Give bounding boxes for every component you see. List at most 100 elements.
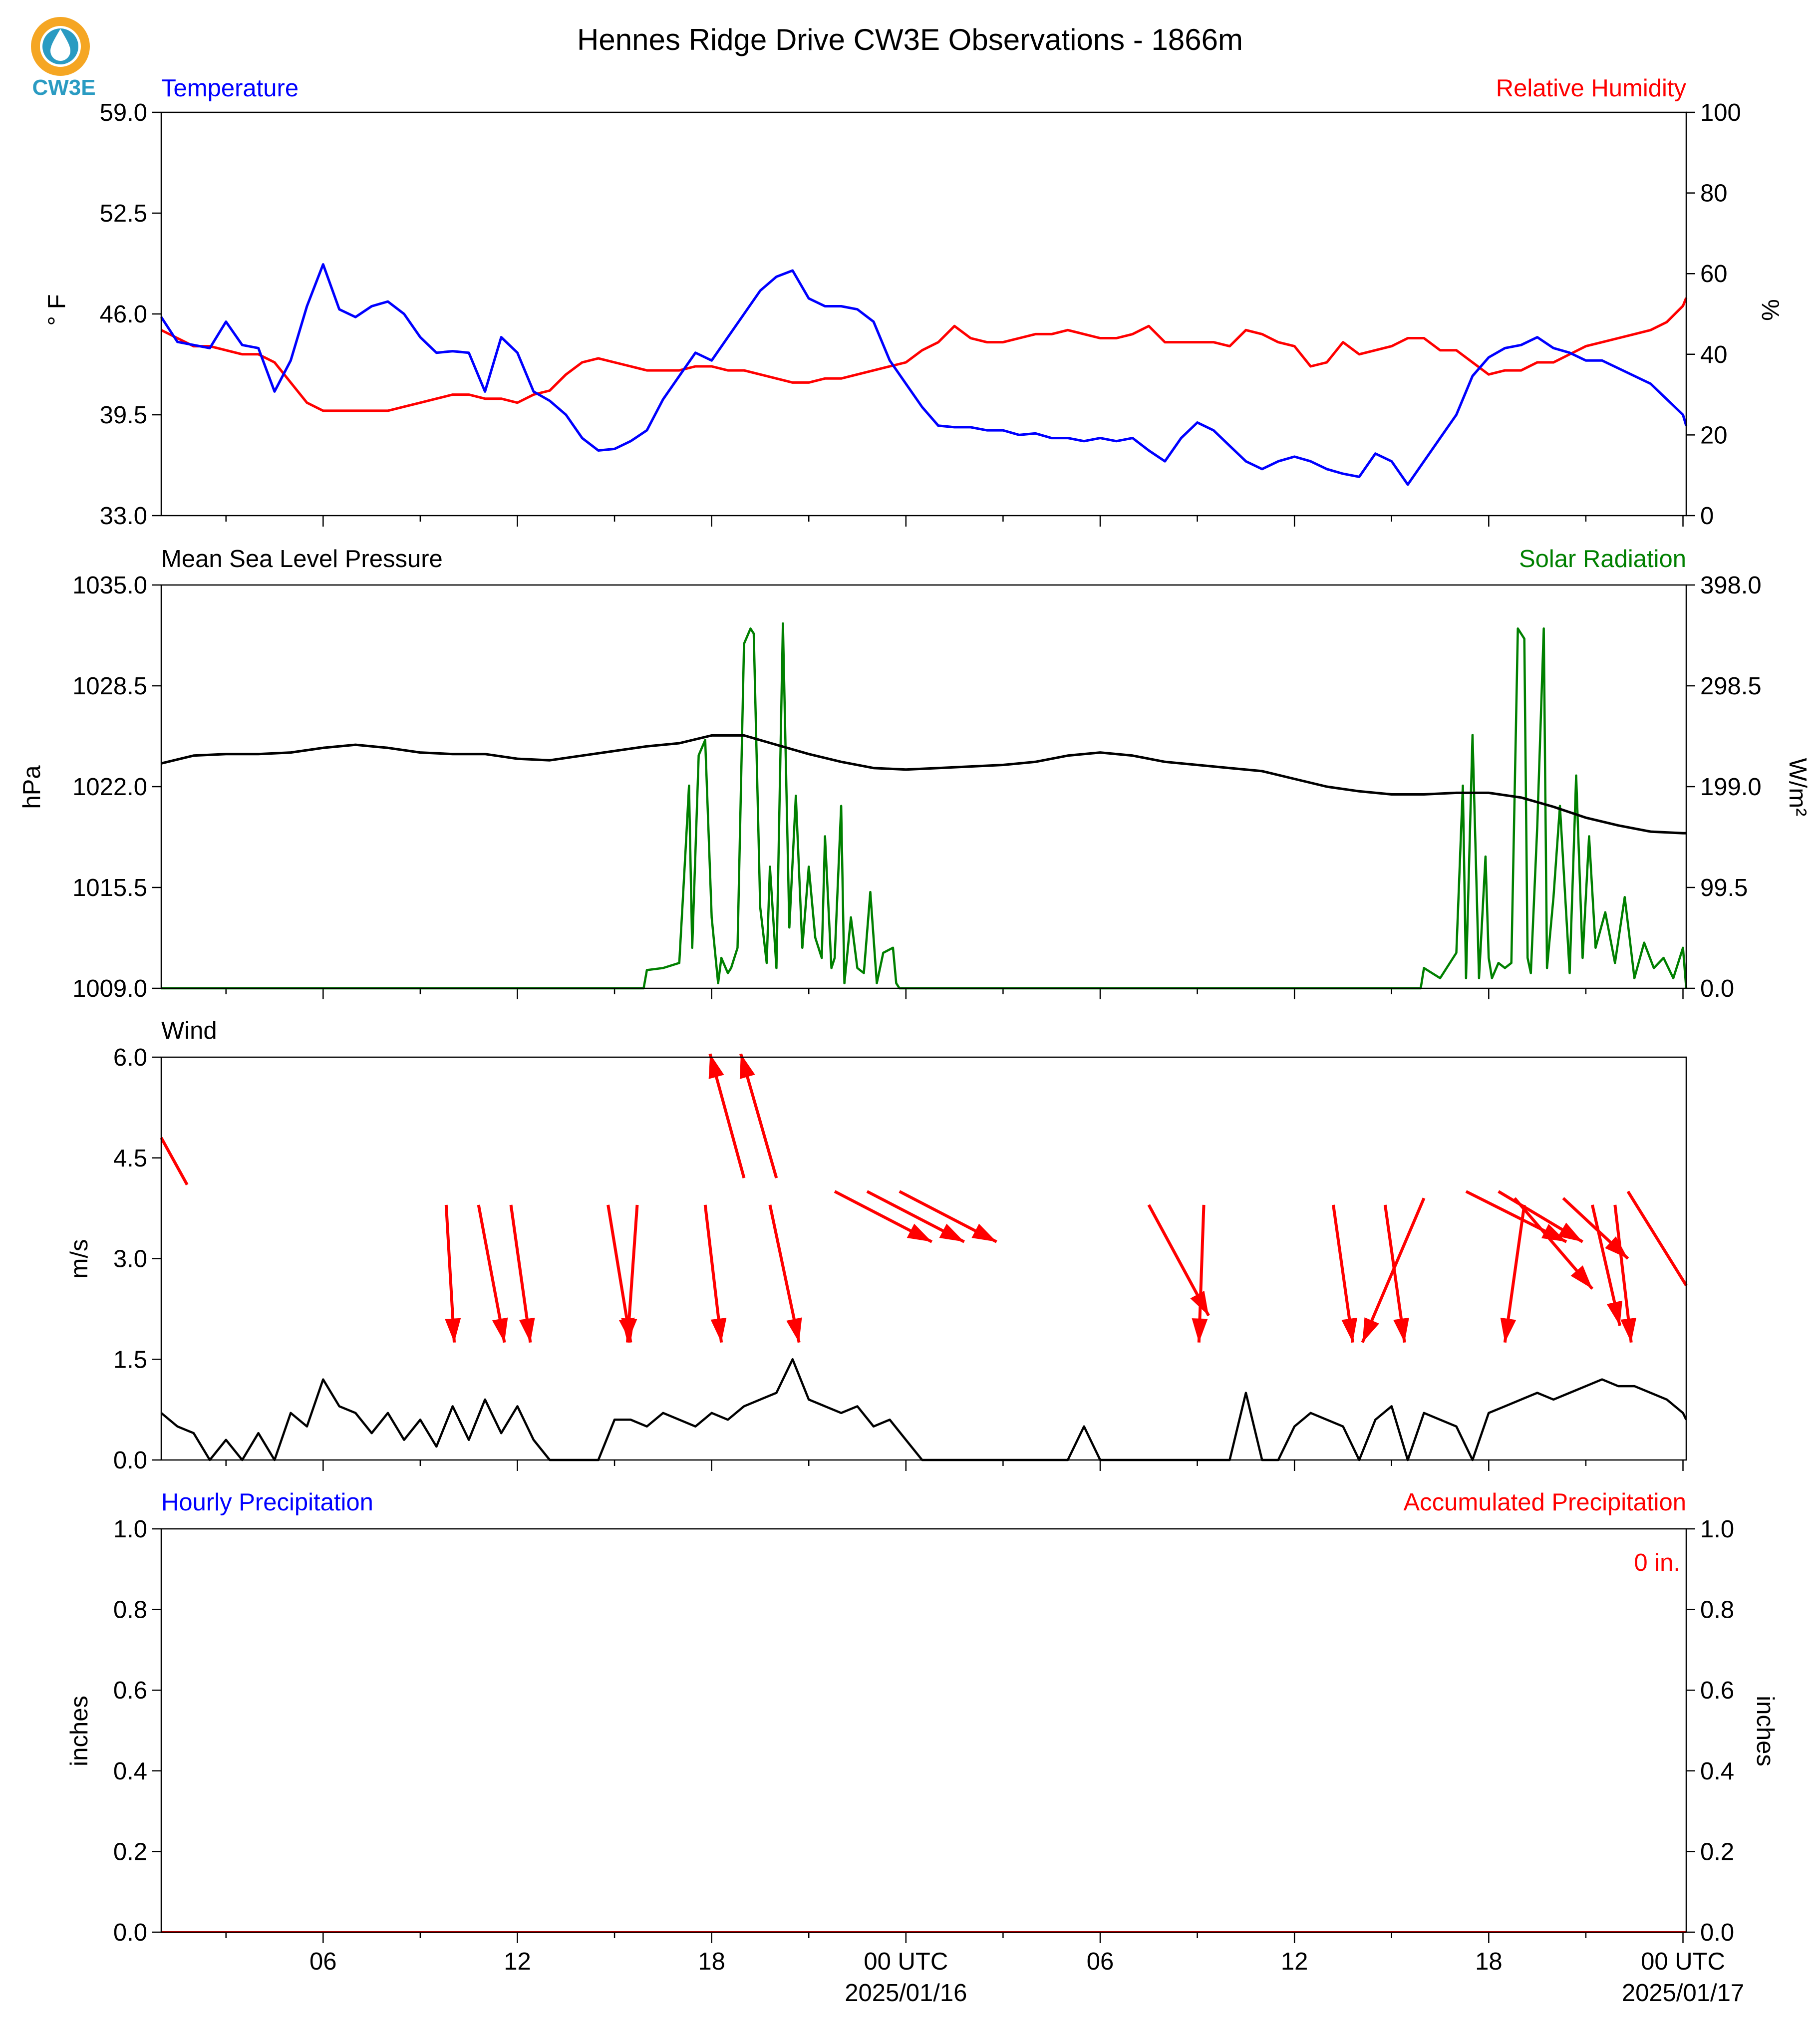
x-tick-label: 18 <box>698 1948 725 1975</box>
y-tick-label: 298.5 <box>1700 673 1762 700</box>
x-tick-label: 00 UTC <box>1641 1948 1725 1975</box>
plot-frame <box>160 1528 1687 1933</box>
wind-arrow-head <box>621 1318 637 1343</box>
wind-arrow-head <box>786 1317 802 1343</box>
wind-arrow <box>1383 1204 1409 1343</box>
y-tick-label: 39.5 <box>100 402 147 429</box>
wind-axis-label: m/s <box>66 1239 93 1279</box>
wind-arrow <box>1590 1204 1622 1326</box>
wind-arrow-head <box>1341 1317 1358 1343</box>
solar-ticks: 398.0 298.5 199.0 99.5 0.0 <box>1686 572 1762 1002</box>
wind-arrow <box>708 1053 746 1178</box>
hourly-precip-title: Hourly Precipitation <box>161 1489 373 1516</box>
y-tick-label: 33.0 <box>100 503 147 530</box>
y-tick-label: 52.5 <box>100 200 147 227</box>
wind-arrow <box>1562 1197 1629 1260</box>
date-label: 2025/01/17 <box>1622 1980 1744 2007</box>
x-tick-label: 06 <box>1087 1948 1114 1975</box>
temperature-ticks: 59.0 52.5 46.0 39.5 33.0 <box>100 99 161 530</box>
wind-arrow <box>621 1204 639 1343</box>
y-tick-label: 0.0 <box>1700 975 1734 1002</box>
plot-frame <box>160 1056 1687 1461</box>
solar-title: Solar Radiation <box>1519 546 1686 573</box>
date-label: 2025/01/16 <box>845 1980 967 2007</box>
x-tick-label: 18 <box>1475 1948 1503 1975</box>
y-tick-label: 0.6 <box>1700 1677 1734 1704</box>
x-tick-label: 12 <box>504 1948 531 1975</box>
y-tick-label: 3.0 <box>113 1246 147 1273</box>
x-tick-label: 06 <box>309 1948 337 1975</box>
wind-arrow-head <box>445 1318 461 1343</box>
logo-ring <box>31 17 90 76</box>
pressure-ticks: 1035.0 1028.5 1022.0 1015.5 1009.0 <box>72 572 161 1002</box>
y-tick-label: 1035.0 <box>72 572 147 599</box>
y-tick-label: 0.6 <box>113 1677 147 1704</box>
y-tick-label: 1022.0 <box>72 774 147 801</box>
plot-frame <box>160 584 1687 989</box>
wind-arrow <box>1332 1204 1358 1343</box>
pressure-axis-label: hPa <box>18 765 45 809</box>
accum-precip-title: Accumulated Precipitation <box>1403 1489 1686 1516</box>
temperature-axis-label: ° F <box>43 294 70 325</box>
precip-left-ticks: 1.0 0.8 0.6 0.4 0.2 0.0 <box>113 1516 161 1946</box>
chart-title: Hennes Ridge Drive CW3E Observations - 1… <box>577 23 1243 56</box>
wind-arrow-head <box>1570 1265 1592 1289</box>
y-tick-label: 0.0 <box>113 1919 147 1946</box>
precip-right-ticks: 1.0 0.8 0.6 0.4 0.2 0.0 <box>1686 1516 1734 1946</box>
x-ticks: 06 12 18 00 UTC 06 12 18 00 UTC <box>225 1932 1725 1975</box>
wind-arrow <box>1498 1190 1583 1243</box>
temperature-humidity-lines <box>160 263 1688 486</box>
y-tick-label: 1.5 <box>113 1346 147 1373</box>
wind-arrow-head <box>710 1318 727 1343</box>
y-tick-label: 0.8 <box>1700 1597 1734 1624</box>
wind-arrow <box>1626 1190 1688 1286</box>
humidity-axis-label: % <box>1757 299 1784 321</box>
wind-arrow-head <box>939 1223 964 1242</box>
y-tick-label: 0 <box>1700 503 1714 530</box>
wind-arrow <box>1361 1197 1426 1343</box>
y-tick-label: 0.8 <box>113 1597 147 1624</box>
precip-left-axis-label: inches <box>66 1696 93 1766</box>
logo-text: CW3E <box>32 75 95 100</box>
wind-arrow <box>899 1190 997 1243</box>
wind-arrow <box>866 1190 965 1243</box>
y-tick-label: 0.2 <box>1700 1838 1734 1865</box>
humidity-title: Relative Humidity <box>1496 75 1687 102</box>
y-tick-label: 1028.5 <box>72 673 147 700</box>
wind-arrow <box>1513 1197 1594 1290</box>
wind-arrow-shaft <box>1361 1197 1426 1343</box>
wind-arrow-head <box>519 1317 535 1343</box>
y-tick-label: 100 <box>1700 99 1741 126</box>
y-tick-label: 1009.0 <box>72 975 147 1002</box>
wind-arrow <box>768 1204 802 1343</box>
temperature-title: Temperature <box>161 75 299 102</box>
plot-frame <box>160 111 1687 517</box>
wind-arrow-head <box>1605 1236 1628 1259</box>
panel-precipitation: Hourly Precipitation Accumulated Precipi… <box>66 1489 1779 2007</box>
y-tick-label: 1.0 <box>1700 1516 1734 1543</box>
series-line <box>160 263 1688 486</box>
wind-arrow <box>1500 1204 1526 1343</box>
y-tick-label: 20 <box>1700 422 1728 449</box>
wind-arrow <box>444 1204 461 1343</box>
y-tick-label: 46.0 <box>100 301 147 328</box>
wind-ticks: 6.0 4.5 3.0 1.5 0.0 <box>113 1044 161 1474</box>
wind-vectors <box>160 1053 1688 1343</box>
wind-arrow-head <box>739 1054 755 1079</box>
pressure-solar-lines <box>161 622 1688 990</box>
wind-arrow <box>703 1204 727 1343</box>
wind-arrow-head <box>1606 1300 1622 1326</box>
wind-arrow-head <box>1362 1317 1379 1343</box>
panel-pressure-solar: Mean Sea Level Pressure Solar Radiation … <box>18 546 1811 1002</box>
precip-right-axis-label: inches <box>1752 1696 1779 1766</box>
x-tick-label: 00 UTC <box>864 1948 948 1975</box>
wind-arrow <box>739 1053 778 1178</box>
date-labels: 2025/01/16 2025/01/17 <box>845 1980 1744 2007</box>
y-tick-label: 40 <box>1700 341 1728 368</box>
y-tick-label: 199.0 <box>1700 774 1762 801</box>
wind-arrow-head <box>1620 1318 1637 1343</box>
panel-wind: Wind m/s 6.0 4.5 3.0 1.5 0.0 <box>66 1017 1688 1474</box>
cw3e-logo-icon: CW3E <box>31 17 96 100</box>
